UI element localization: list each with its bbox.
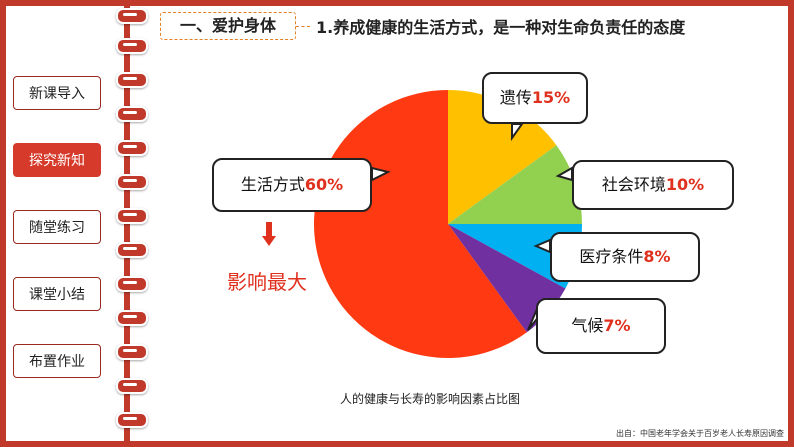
- frame-right: [788, 0, 794, 447]
- binder-ring: [116, 242, 148, 258]
- pie-slice-social-environment: [448, 145, 582, 224]
- binder-ring: [116, 412, 148, 428]
- binder-ring: [116, 38, 148, 54]
- callout-medical: 医疗条件8%: [550, 232, 700, 282]
- binder-ring: [116, 8, 148, 24]
- chart-title: 人的健康与长寿的影响因素占比图: [340, 392, 521, 406]
- slice-percent: 15%: [531, 88, 571, 107]
- slice-percent: 60%: [304, 175, 344, 194]
- section-tag: 一、爱护身体: [160, 12, 296, 40]
- callout-climate: 气候7%: [536, 298, 666, 354]
- binder-ring: [116, 174, 148, 190]
- header-connector: [296, 26, 310, 27]
- slice-label: 医疗条件: [579, 247, 644, 266]
- annotation-most-influential: 影响最大: [227, 270, 307, 294]
- frame-bottom: [0, 441, 794, 447]
- slice-label: 生活方式: [240, 175, 305, 194]
- binder-ring: [116, 310, 148, 326]
- binder-ring: [116, 276, 148, 292]
- nav-item-explore[interactable]: 探究新知: [13, 143, 101, 177]
- callout-lifestyle: 生活方式60%: [212, 158, 372, 212]
- page-title: 1.养成健康的生活方式，是一种对生命负责任的态度: [316, 18, 686, 37]
- slice-percent: 8%: [643, 247, 671, 266]
- slice-label: 气候: [571, 316, 604, 335]
- nav-item-intro[interactable]: 新课导入: [13, 76, 101, 110]
- pie-slice-lifestyle: [313, 90, 527, 359]
- source-note: 出自：中国老年学会关于百岁老人长寿原因调查: [616, 429, 784, 438]
- slice-percent: 10%: [665, 175, 705, 194]
- binder-ring: [116, 72, 148, 88]
- slice-label: 社会环境: [601, 175, 666, 194]
- slice-percent: 7%: [603, 316, 631, 335]
- binder-ring: [116, 208, 148, 224]
- callout-tail: [371, 166, 391, 182]
- binder-ring: [116, 344, 148, 360]
- binder-ring: [116, 140, 148, 156]
- binder-ring: [116, 378, 148, 394]
- frame-top: [0, 0, 794, 6]
- callout-social-environment: 社会环境10%: [572, 160, 734, 210]
- nav-item-summary[interactable]: 课堂小结: [13, 277, 101, 311]
- nav-item-homework[interactable]: 布置作业: [13, 344, 101, 378]
- callout-tail: [511, 123, 524, 142]
- slice-label: 遗传: [499, 88, 532, 107]
- nav-item-practice[interactable]: 随堂练习: [13, 210, 101, 244]
- binder-ring: [116, 106, 148, 122]
- callout-heredity: 遗传15%: [482, 72, 588, 124]
